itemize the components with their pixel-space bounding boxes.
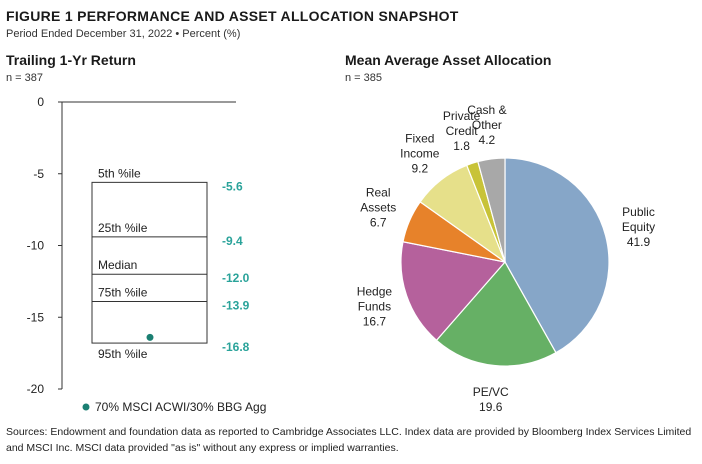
source-note: Sources: Endowment and foundation data a… <box>6 426 692 454</box>
slice-name: Credit <box>446 124 479 138</box>
box-chart: 0 -5 -10 -15 -20 5th %ile -5.6 25th %ile -9.4 Med… <box>27 95 267 414</box>
slice-value: 16.7 <box>363 315 387 329</box>
legend-marker <box>82 403 90 411</box>
percentile-label: 75th %ile <box>98 285 148 299</box>
slice-value: 1.8 <box>453 139 470 153</box>
figure-title: FIGURE 1 PERFORMANCE AND ASSET ALLOCATIO… <box>6 8 459 24</box>
percentile-value-label: -9.4 <box>222 234 243 248</box>
y-tick-label: -5 <box>33 167 44 181</box>
slice-name: Cash & <box>467 103 506 117</box>
slice-name: Private <box>443 109 481 123</box>
slice-label: Fixed Income 9.2 <box>400 131 440 175</box>
percentile-label: Median <box>98 258 137 272</box>
slice-label: PE/VC 19.6 <box>473 385 509 414</box>
slice-label: Hedge Funds 16.7 <box>357 285 393 329</box>
benchmark-marker <box>146 333 154 341</box>
slice-label: Real Assets 6.7 <box>360 185 396 229</box>
slice-name: Assets <box>360 200 396 214</box>
pie-slice <box>504 157 610 354</box>
slice-value: 6.7 <box>370 215 387 229</box>
allocation-chart-sample-size: n = 385 <box>345 72 383 84</box>
percentile-label: 5th %ile <box>98 166 141 180</box>
y-tick-label: -20 <box>27 382 45 396</box>
return-chart-title: Trailing 1-Yr Return <box>6 52 136 68</box>
slice-name: Income <box>400 146 440 160</box>
percentile-label: 25th %ile <box>98 221 148 235</box>
slice-label: Private Credit 1.8 <box>443 109 481 153</box>
slice-name: Hedge <box>357 285 393 299</box>
percentile-value-label: -16.8 <box>222 340 250 354</box>
slice-name: Other <box>472 118 502 132</box>
percentile-value-label: -13.9 <box>222 298 250 312</box>
slice-value: 41.9 <box>627 235 651 249</box>
allocation-chart-title: Mean Average Asset Allocation <box>345 52 552 68</box>
slice-value: 19.6 <box>479 400 503 414</box>
y-tick-label: -10 <box>27 239 45 253</box>
pie-slice <box>400 241 507 342</box>
figure-subtitle: Period Ended December 31, 2022 • Percent… <box>6 28 241 40</box>
percentile-value-label: -12.0 <box>222 271 250 285</box>
pie-slice <box>435 260 557 367</box>
y-tick-label: 0 <box>37 95 44 109</box>
slice-label: Cash & Other 4.2 <box>467 103 506 147</box>
slice-value: 4.2 <box>479 133 496 147</box>
y-tick-label: -15 <box>27 310 45 324</box>
legend-label: 70% MSCI ACWI/30% BBG Agg <box>95 400 266 414</box>
percentile-label: 95th %ile <box>98 347 148 361</box>
slice-name: Funds <box>358 300 391 314</box>
pie-slice <box>477 157 506 263</box>
slice-name: Fixed <box>405 131 434 145</box>
percentile-value-label: -5.6 <box>222 179 243 193</box>
slice-name: Public <box>622 205 655 219</box>
pie-chart: Public Equity 41.9 PE/VC 19.6 Hedge Funds 16.7 R… <box>357 103 655 414</box>
slice-value: 9.2 <box>411 161 428 175</box>
slice-label: Public Equity 41.9 <box>622 205 655 249</box>
percentile-range-box <box>91 181 208 344</box>
slice-name: Equity <box>622 220 655 234</box>
slice-name: PE/VC <box>473 385 509 399</box>
slice-name: Real <box>366 185 391 199</box>
return-chart-sample-size: n = 387 <box>6 72 44 84</box>
